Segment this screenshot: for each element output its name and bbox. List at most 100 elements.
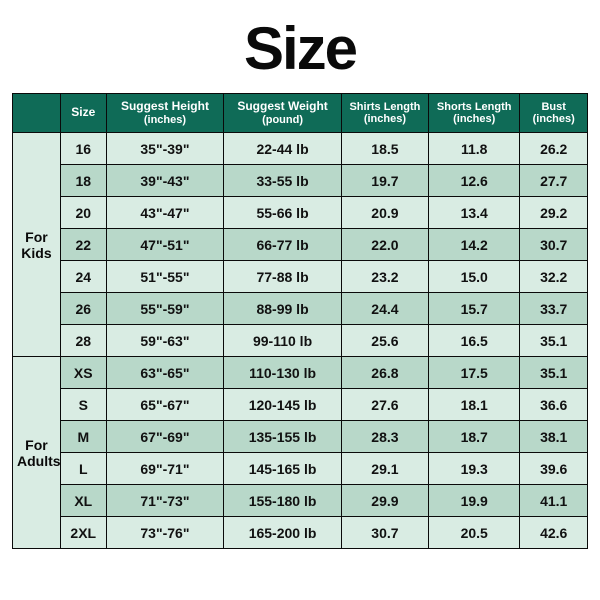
cell-height: 71"-73" (106, 485, 224, 517)
table-row: 1839"-43"33-55 lb19.712.627.7 (13, 165, 588, 197)
cell-size: 28 (60, 325, 106, 357)
table-row: ForKids1635"-39"22-44 lb18.511.826.2 (13, 133, 588, 165)
cell-shirts: 29.1 (341, 453, 428, 485)
table-row: ForAdultsXS63"-65"110-130 lb26.817.535.1 (13, 357, 588, 389)
table-row: M67"-69"135-155 lb28.318.738.1 (13, 421, 588, 453)
cell-height: 73"-76" (106, 517, 224, 549)
group-label: ForKids (13, 133, 61, 357)
table-header: SizeSuggest Height(inches)Suggest Weight… (13, 94, 588, 133)
col-shirts: Shirts Length(inches) (341, 94, 428, 133)
cell-weight: 99-110 lb (224, 325, 342, 357)
cell-shirts: 19.7 (341, 165, 428, 197)
cell-shorts: 18.7 (428, 421, 519, 453)
cell-shorts: 20.5 (428, 517, 519, 549)
cell-shirts: 29.9 (341, 485, 428, 517)
cell-height: 69"-71" (106, 453, 224, 485)
cell-weight: 55-66 lb (224, 197, 342, 229)
table-row: 2XL73"-76"165-200 lb30.720.542.6 (13, 517, 588, 549)
table-row: 2043"-47"55-66 lb20.913.429.2 (13, 197, 588, 229)
table-row: L69"-71"145-165 lb29.119.339.6 (13, 453, 588, 485)
cell-weight: 120-145 lb (224, 389, 342, 421)
cell-shorts: 19.9 (428, 485, 519, 517)
cell-weight: 135-155 lb (224, 421, 342, 453)
cell-bust: 27.7 (520, 165, 588, 197)
cell-size: 22 (60, 229, 106, 261)
cell-bust: 36.6 (520, 389, 588, 421)
size-chart-container: Size SizeSuggest Height(inches)Suggest W… (0, 0, 600, 600)
cell-shirts: 30.7 (341, 517, 428, 549)
cell-weight: 145-165 lb (224, 453, 342, 485)
cell-size: M (60, 421, 106, 453)
table-row: 2451"-55"77-88 lb23.215.032.2 (13, 261, 588, 293)
cell-size: 20 (60, 197, 106, 229)
col-size: Size (60, 94, 106, 133)
cell-weight: 165-200 lb (224, 517, 342, 549)
cell-height: 67"-69" (106, 421, 224, 453)
cell-shorts: 18.1 (428, 389, 519, 421)
cell-size: 24 (60, 261, 106, 293)
cell-shorts: 15.7 (428, 293, 519, 325)
table-row: 2655"-59"88-99 lb24.415.733.7 (13, 293, 588, 325)
group-label: ForAdults (13, 357, 61, 549)
cell-size: S (60, 389, 106, 421)
cell-shorts: 13.4 (428, 197, 519, 229)
cell-bust: 30.7 (520, 229, 588, 261)
cell-weight: 66-77 lb (224, 229, 342, 261)
col-category (13, 94, 61, 133)
cell-shirts: 27.6 (341, 389, 428, 421)
cell-shirts: 18.5 (341, 133, 428, 165)
cell-bust: 35.1 (520, 325, 588, 357)
cell-shorts: 14.2 (428, 229, 519, 261)
cell-size: L (60, 453, 106, 485)
col-height: Suggest Height(inches) (106, 94, 224, 133)
cell-height: 43"-47" (106, 197, 224, 229)
table-row: 2859"-63"99-110 lb25.616.535.1 (13, 325, 588, 357)
cell-shirts: 25.6 (341, 325, 428, 357)
cell-size: 26 (60, 293, 106, 325)
cell-weight: 22-44 lb (224, 133, 342, 165)
cell-height: 55"-59" (106, 293, 224, 325)
cell-size: 2XL (60, 517, 106, 549)
cell-shirts: 28.3 (341, 421, 428, 453)
table-body: ForKids1635"-39"22-44 lb18.511.826.21839… (13, 133, 588, 549)
cell-weight: 88-99 lb (224, 293, 342, 325)
cell-shirts: 24.4 (341, 293, 428, 325)
page-title: Size (12, 14, 588, 83)
cell-shorts: 17.5 (428, 357, 519, 389)
cell-size: XL (60, 485, 106, 517)
cell-shirts: 23.2 (341, 261, 428, 293)
col-shorts: Shorts Length(inches) (428, 94, 519, 133)
cell-bust: 42.6 (520, 517, 588, 549)
cell-weight: 33-55 lb (224, 165, 342, 197)
cell-bust: 35.1 (520, 357, 588, 389)
cell-size: 18 (60, 165, 106, 197)
size-table: SizeSuggest Height(inches)Suggest Weight… (12, 93, 588, 549)
cell-shirts: 20.9 (341, 197, 428, 229)
cell-height: 35"-39" (106, 133, 224, 165)
table-row: XL71"-73"155-180 lb29.919.941.1 (13, 485, 588, 517)
cell-shirts: 26.8 (341, 357, 428, 389)
cell-weight: 77-88 lb (224, 261, 342, 293)
cell-weight: 110-130 lb (224, 357, 342, 389)
cell-bust: 39.6 (520, 453, 588, 485)
cell-size: 16 (60, 133, 106, 165)
cell-bust: 38.1 (520, 421, 588, 453)
table-row: S65"-67"120-145 lb27.618.136.6 (13, 389, 588, 421)
cell-shorts: 16.5 (428, 325, 519, 357)
cell-bust: 41.1 (520, 485, 588, 517)
cell-height: 63"-65" (106, 357, 224, 389)
cell-shirts: 22.0 (341, 229, 428, 261)
cell-bust: 29.2 (520, 197, 588, 229)
cell-height: 47"-51" (106, 229, 224, 261)
col-weight: Suggest Weight(pound) (224, 94, 342, 133)
cell-height: 39"-43" (106, 165, 224, 197)
cell-bust: 26.2 (520, 133, 588, 165)
cell-height: 65"-67" (106, 389, 224, 421)
cell-bust: 33.7 (520, 293, 588, 325)
cell-shorts: 11.8 (428, 133, 519, 165)
cell-shorts: 12.6 (428, 165, 519, 197)
cell-weight: 155-180 lb (224, 485, 342, 517)
cell-size: XS (60, 357, 106, 389)
cell-height: 51"-55" (106, 261, 224, 293)
cell-height: 59"-63" (106, 325, 224, 357)
